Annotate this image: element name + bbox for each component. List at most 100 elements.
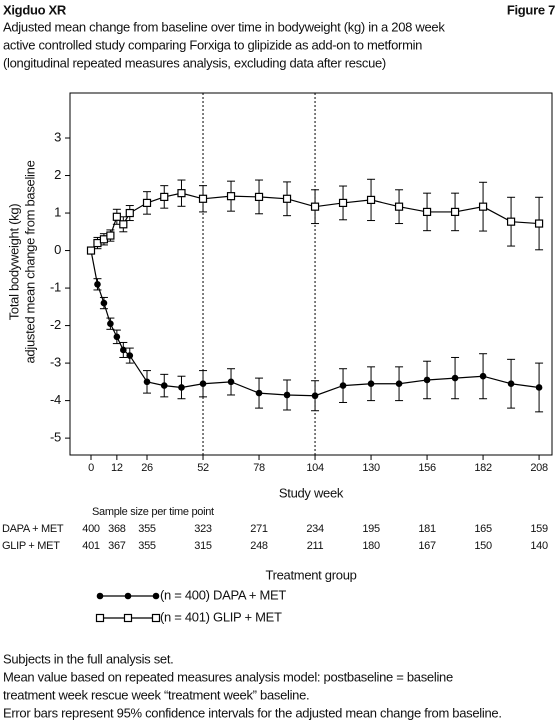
y-tick-label: 3: [54, 129, 61, 144]
data-point: [507, 380, 515, 388]
data-point: [254, 192, 264, 202]
y-axis-label: Total bodyweight (kg): [6, 204, 21, 321]
y-tick-label: 2: [54, 167, 61, 182]
data-point: [199, 380, 207, 388]
data-point: [479, 372, 487, 380]
y-tick-label: -1: [50, 280, 61, 295]
chart-title: active controlled study comparing Forxig…: [3, 37, 422, 52]
x-axis-label: Study week: [279, 485, 344, 500]
sample-size-value: 315: [194, 540, 212, 552]
data-point: [125, 208, 134, 218]
data-point: [422, 207, 432, 217]
data-point: [338, 198, 348, 208]
x-tick-label: 156: [418, 462, 436, 474]
data-point: [282, 194, 292, 203]
legend-label: (n = 400) DAPA + MET: [160, 587, 286, 602]
data-point: [450, 207, 460, 217]
sample-size-value: 368: [108, 523, 126, 535]
sample-size-value: 180: [362, 540, 380, 552]
x-tick-label: 0: [88, 462, 94, 474]
y-tick-label: 0: [54, 242, 61, 257]
legend-marker: [96, 592, 104, 600]
y-tick-label: -2: [50, 317, 61, 332]
legend-marker: [95, 613, 105, 623]
x-tick-label: 104: [306, 462, 324, 474]
data-point: [107, 320, 114, 328]
data-point: [227, 378, 235, 386]
x-tick-label: 182: [474, 462, 492, 474]
legend-title: Treatment group: [265, 567, 356, 582]
data-point: [94, 281, 101, 288]
sample-size-value: 167: [418, 540, 436, 552]
legend-marker: [124, 592, 132, 600]
legend-marker: [152, 592, 160, 600]
data-point: [160, 192, 169, 202]
x-tick-label: 52: [197, 462, 209, 474]
data-point: [112, 212, 121, 221]
legend-marker: [123, 613, 133, 623]
sample-size-value: 211: [307, 540, 324, 552]
sample-size-value: 195: [362, 523, 380, 535]
sample-size-value: 181: [418, 523, 436, 535]
data-point: [423, 376, 431, 384]
legend-marker: [151, 613, 161, 623]
data-point: [226, 192, 236, 201]
x-tick-label: 26: [141, 462, 153, 474]
plot-frame: [69, 92, 553, 456]
chart-title: Adjusted mean change from baseline over …: [3, 19, 445, 34]
note: Error bars represent 95% confidence inte…: [3, 705, 502, 720]
data-point: [178, 384, 185, 391]
y-axis-label: adjusted mean change from baseline: [22, 160, 37, 363]
data-point: [394, 202, 404, 211]
sample-size-value: 150: [474, 540, 492, 552]
data-point: [311, 392, 319, 400]
chart-title: (longitudinal repeated measures analysis…: [3, 55, 386, 70]
x-tick-label: 130: [362, 462, 380, 474]
data-point: [177, 189, 186, 198]
data-point: [142, 198, 152, 208]
data-point: [395, 380, 403, 388]
sample-size-value: 234: [306, 523, 324, 535]
sample-size-value: 355: [138, 540, 156, 552]
data-point: [255, 389, 263, 397]
data-point: [120, 346, 127, 354]
data-point: [283, 391, 291, 399]
data-point: [506, 217, 516, 226]
sample-size-value: 248: [250, 540, 268, 552]
sample-size-value: 165: [474, 523, 492, 535]
sample-size-row-label: GLIP + MET: [2, 540, 60, 552]
data-point: [451, 374, 459, 382]
x-tick-label: 78: [253, 462, 265, 474]
sample-size-row-label: DAPA + MET: [2, 523, 64, 535]
sample-size-value: 140: [530, 540, 548, 552]
data-point: [367, 380, 375, 388]
data-point: [478, 202, 488, 211]
x-tick-label: 208: [530, 462, 548, 474]
sample-size-value: 323: [194, 523, 212, 535]
data-point: [119, 220, 128, 229]
note: Mean value based on repeated measures an…: [3, 669, 453, 684]
sample-size-value: 159: [530, 523, 548, 535]
x-tick-label: 12: [111, 462, 123, 474]
y-tick-label: -5: [50, 430, 61, 445]
legend-label: (n = 401) GLIP + MET: [160, 609, 282, 624]
sample-size-value: 355: [138, 523, 156, 535]
sample-size-value: 271: [250, 523, 268, 535]
sample-size-value: 401: [82, 540, 100, 552]
data-point: [113, 333, 121, 341]
y-tick-label: -4: [50, 392, 61, 407]
data-point: [143, 378, 151, 386]
data-point: [339, 382, 347, 389]
data-point: [86, 246, 96, 255]
data-point: [535, 384, 543, 391]
y-tick-label: -3: [50, 355, 61, 370]
sample-size-value: 367: [108, 540, 126, 552]
sample-size-title: Sample size per time point: [92, 506, 214, 518]
data-point: [100, 299, 108, 307]
data-point: [160, 382, 168, 389]
data-point: [126, 352, 134, 359]
y-tick-label: 1: [54, 204, 61, 219]
note: Subjects in the full analysis set.: [3, 651, 173, 666]
